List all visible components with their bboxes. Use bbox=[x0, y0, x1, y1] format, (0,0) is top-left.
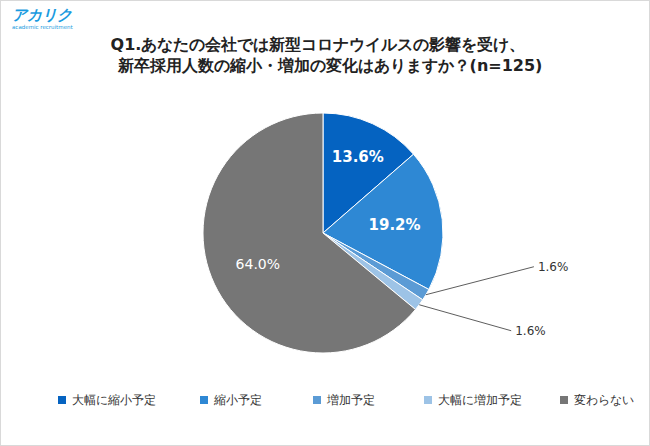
legend-swatch bbox=[560, 396, 568, 404]
title: Q1.あなたの会社では新型コロナウイルスの影響を受け、新卒採用人数の縮小・増加の… bbox=[111, 35, 543, 75]
title-line: Q1.あなたの会社では新型コロナウイルスの影響を受け、 bbox=[111, 35, 526, 54]
legend-label: 大幅に増加予定 bbox=[438, 393, 522, 407]
legend: 大幅に縮小予定 縮小予定 増加予定 大幅に増加予定 変わらない bbox=[58, 393, 634, 407]
title-line: 新卒採用人数の縮小・増加の変化はありますか？(n=125) bbox=[117, 56, 543, 75]
data-label: 64.0% bbox=[236, 256, 280, 272]
data-labels: 13.6% 19.2% 1.6% 1.6% 64.0% bbox=[236, 148, 569, 338]
legend-label: 縮小予定 bbox=[213, 393, 262, 407]
legend-swatch bbox=[313, 396, 321, 404]
legend-label: 増加予定 bbox=[326, 393, 375, 407]
legend-swatch bbox=[58, 396, 66, 404]
chart: アカリクacademic recruitment Q1.あなたの会社では新型コロナ… bbox=[0, 0, 650, 446]
logo-subtitle: academic recruitment bbox=[12, 24, 74, 30]
frame bbox=[1, 1, 650, 446]
data-label: 19.2% bbox=[369, 216, 421, 234]
leader-line bbox=[426, 267, 534, 295]
data-label: 13.6% bbox=[332, 148, 384, 166]
data-label: 1.6% bbox=[515, 324, 546, 338]
leader-line bbox=[419, 305, 511, 331]
data-label: 1.6% bbox=[538, 260, 569, 274]
logo: アカリク bbox=[12, 6, 72, 24]
legend-label: 大幅に縮小予定 bbox=[72, 393, 156, 407]
legend-label: 変わらない bbox=[574, 393, 634, 407]
pie bbox=[203, 113, 443, 353]
legend-swatch bbox=[424, 396, 432, 404]
legend-swatch bbox=[200, 396, 208, 404]
